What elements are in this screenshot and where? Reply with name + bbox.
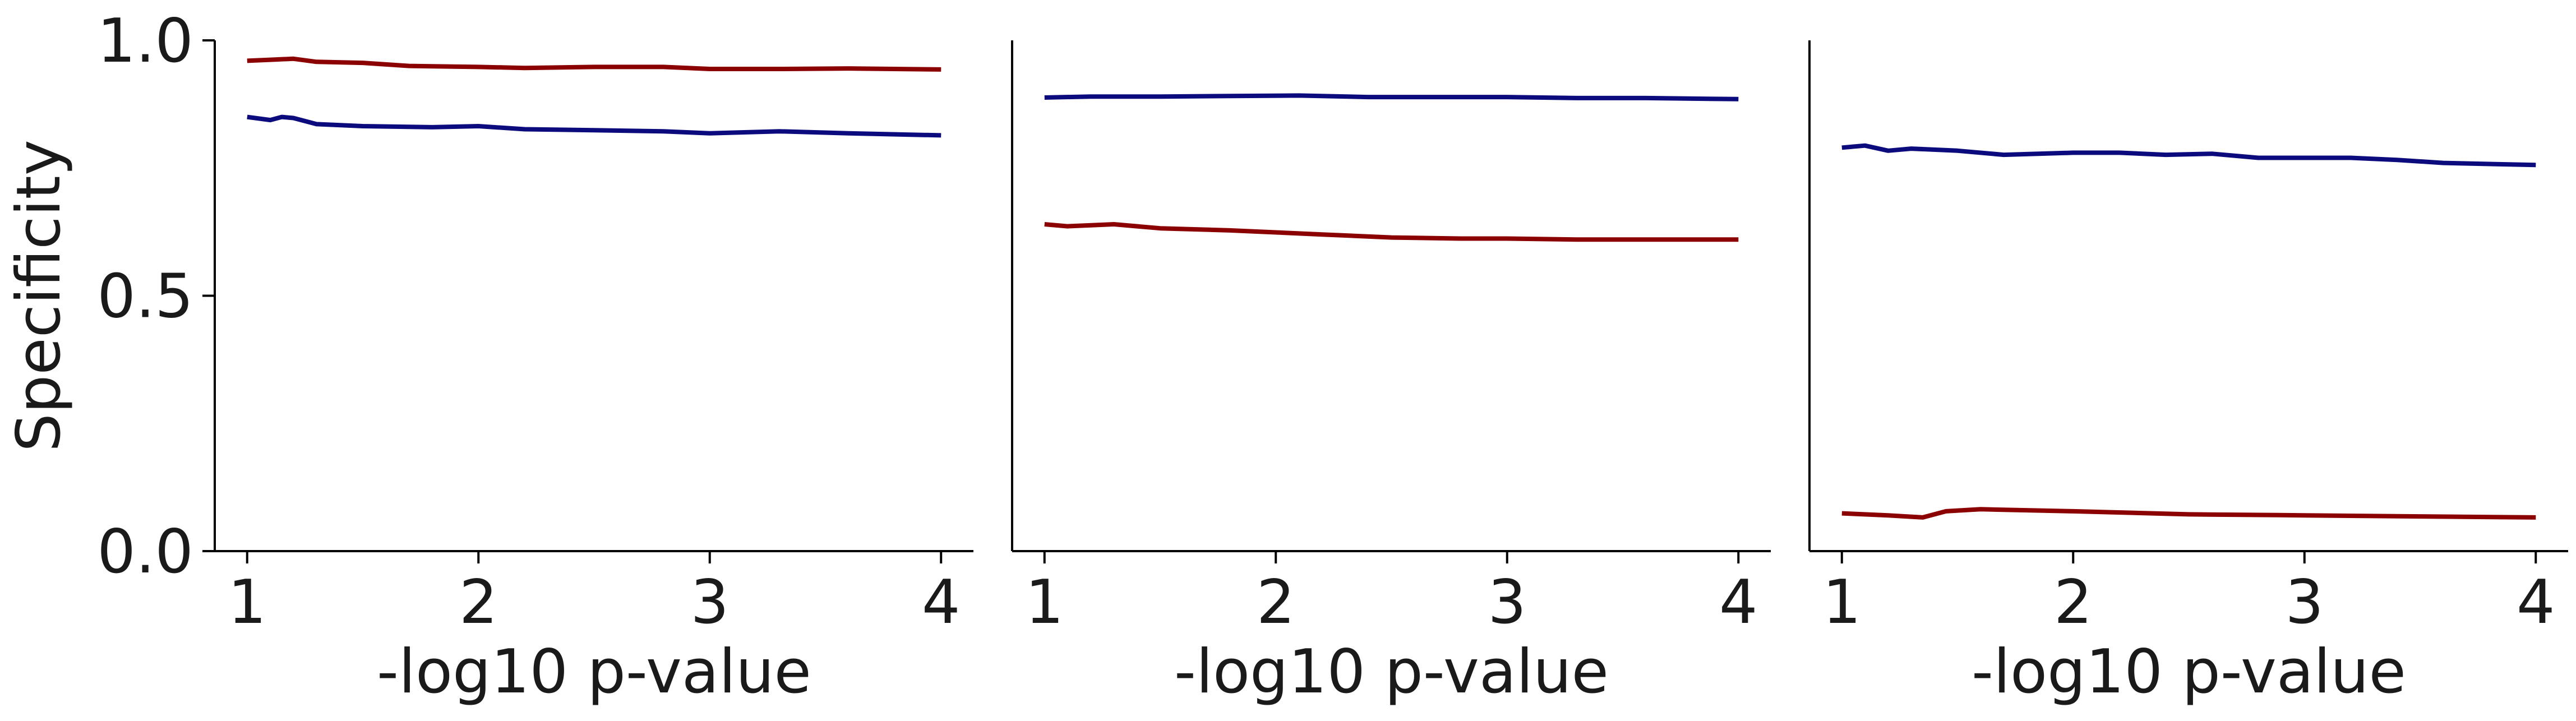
x-tick-label: 3 bbox=[2285, 567, 2324, 637]
x-tick-label: 1 bbox=[1025, 567, 1064, 637]
series-line-1 bbox=[247, 56, 941, 72]
x-axis-label: -log10 p-value bbox=[377, 637, 811, 707]
series-line-2 bbox=[247, 114, 941, 138]
x-axis-label: -log10 p-value bbox=[1972, 637, 2406, 707]
series-line-1 bbox=[1044, 93, 1739, 101]
x-tick-label: 3 bbox=[1488, 567, 1526, 637]
x-axis-label: -log10 p-value bbox=[1174, 637, 1609, 707]
y-tick-label: 0.5 bbox=[97, 262, 193, 332]
y-tick-label: 0.0 bbox=[97, 517, 193, 587]
x-tick-label: 4 bbox=[1719, 567, 1758, 637]
x-tick-label: 2 bbox=[2054, 567, 2093, 637]
x-tick-label: 4 bbox=[922, 567, 961, 637]
x-tick-label: 2 bbox=[459, 567, 498, 637]
panel-1: 1 2 3 4 0.0 0.5 1.0 -log10 p-value Specificity bbox=[4, 6, 973, 707]
series-line-2 bbox=[1841, 507, 2536, 520]
x-tick-label: 3 bbox=[690, 567, 729, 637]
panel-2: 1 2 3 4 -log10 p-value bbox=[1011, 40, 1771, 707]
series-line-1 bbox=[1841, 143, 2536, 168]
x-tick-label: 1 bbox=[1822, 567, 1861, 637]
y-tick-label: 1.0 bbox=[97, 6, 193, 76]
panel-3: 1 2 3 4 -log10 p-value bbox=[1808, 40, 2568, 707]
series-line-2 bbox=[1044, 222, 1739, 242]
x-tick-label: 4 bbox=[2517, 567, 2555, 637]
y-axis-label: Specificity bbox=[4, 140, 74, 452]
x-tick-label: 1 bbox=[228, 567, 266, 637]
x-tick-label: 2 bbox=[1257, 567, 1295, 637]
